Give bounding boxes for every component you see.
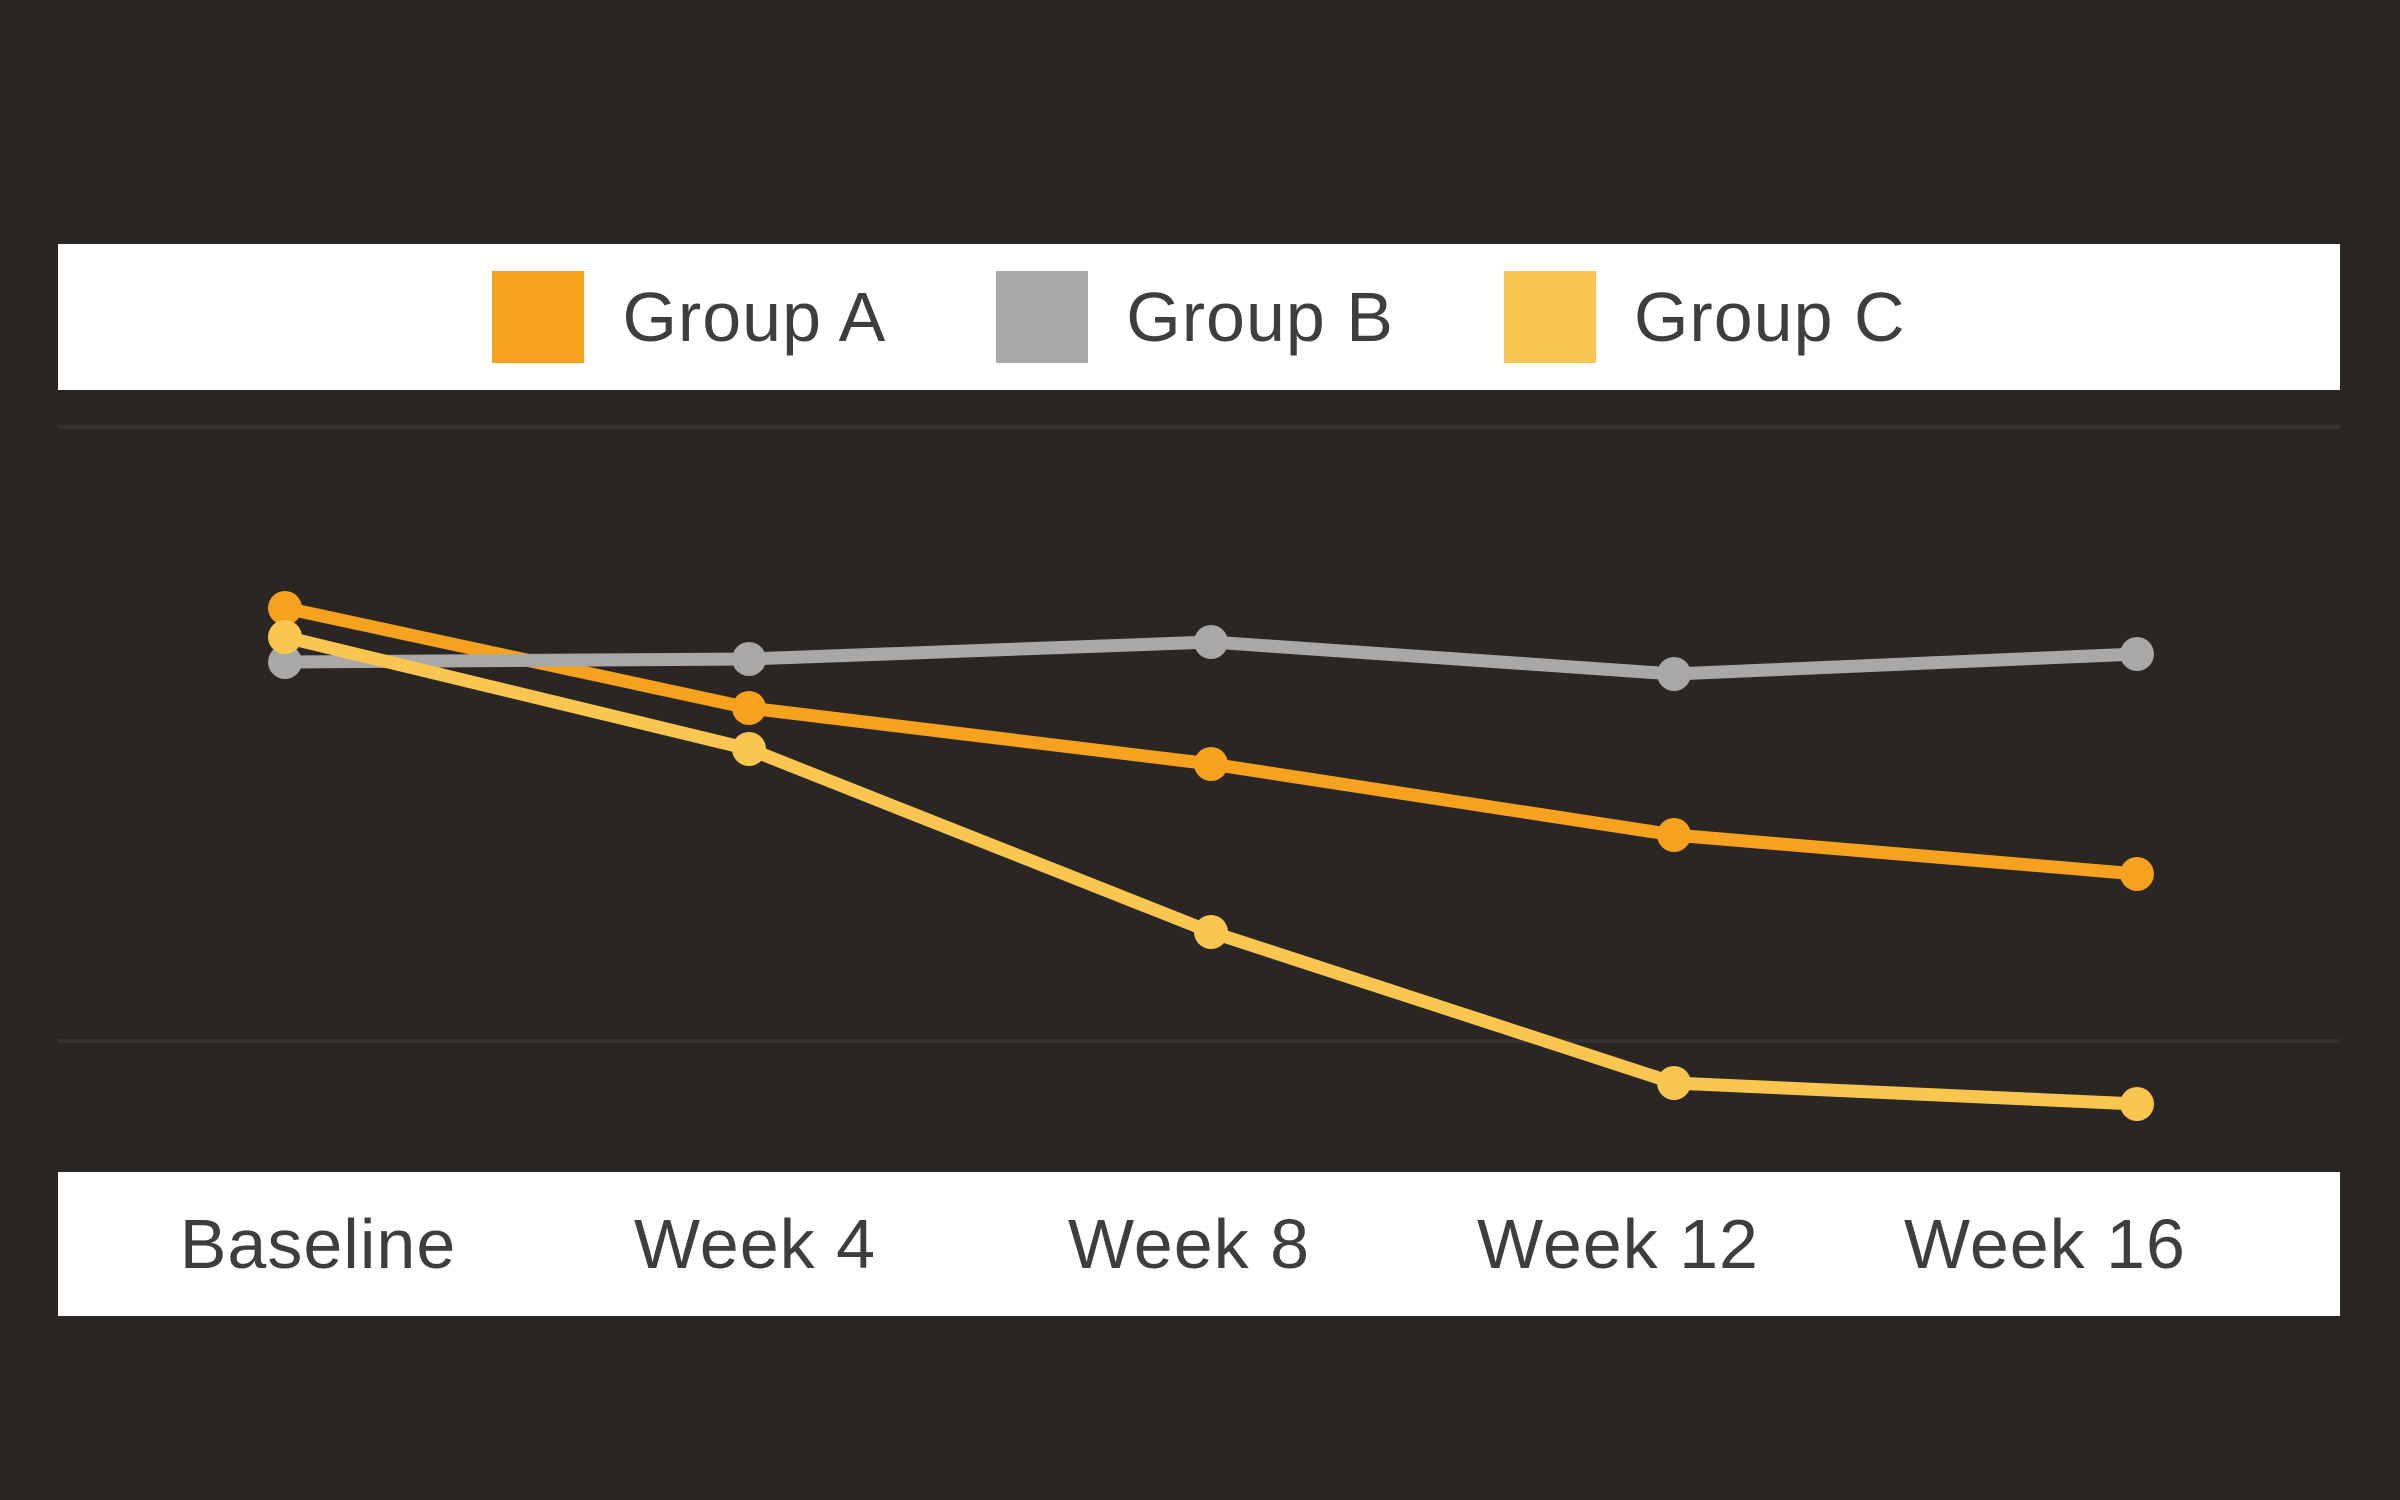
data-point-group-a [1194,747,1228,781]
legend-item-group-b: Group B [996,271,1394,363]
data-point-group-c [732,732,766,766]
data-point-group-b [268,645,302,679]
data-point-group-b [732,642,766,676]
x-axis-label-baseline: Baseline [179,1205,457,1283]
data-point-group-c [1657,1066,1691,1100]
legend-item-group-c: Group C [1503,271,1906,363]
data-point-group-a [1657,818,1691,852]
legend-item-group-a: Group A [492,271,886,363]
x-axis-label-week-16: Week 16 [1904,1205,2186,1283]
data-point-group-c [268,620,302,654]
legend-label-group-a: Group A [622,278,887,356]
data-point-group-b [2120,637,2154,671]
legend-label-group-c: Group C [1633,278,1906,356]
data-point-group-a [732,691,766,725]
x-axis-label-week-8: Week 8 [1067,1205,1311,1283]
x-axis-label-week-4: Week 4 [633,1205,877,1283]
data-point-group-a [268,591,302,625]
legend-swatch-group-b-icon [996,271,1089,363]
data-point-group-b [1657,657,1691,691]
data-point-group-b [1194,625,1228,659]
legend-swatch-group-a-icon [492,271,585,363]
legend: Group A Group B Group C [58,244,2340,390]
x-axis-bar: Baseline Week 4 Week 8 Week 12 Week 16 [58,1172,2340,1316]
legend-swatch-group-c-icon [1503,271,1596,363]
data-point-group-c [1194,915,1228,949]
x-axis-label-week-12: Week 12 [1477,1205,1759,1283]
series-line-group-c [278,630,2144,1111]
data-point-group-c [2120,1087,2154,1121]
legend-label-group-b: Group B [1126,278,1394,356]
data-point-group-a [2120,857,2154,891]
